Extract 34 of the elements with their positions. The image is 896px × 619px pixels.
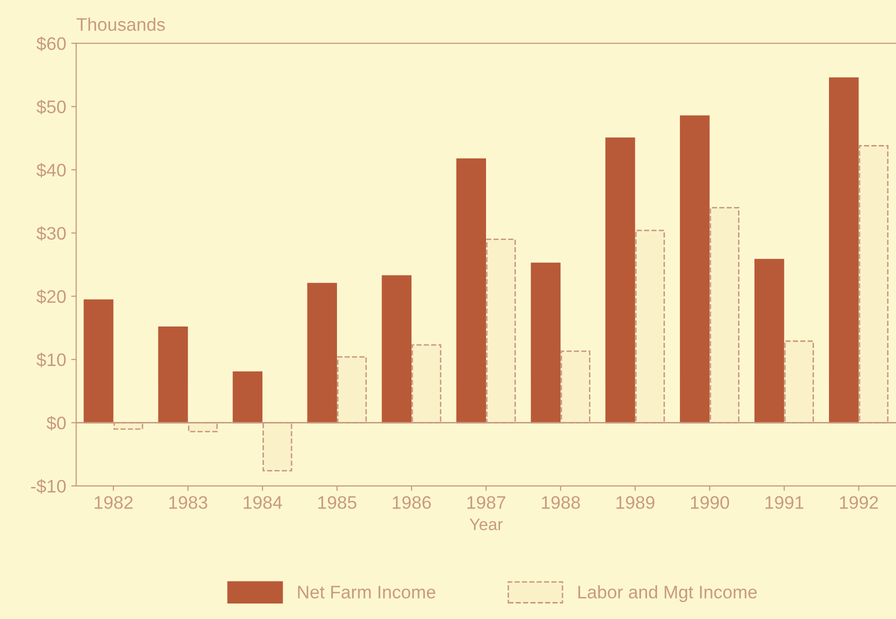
y-tick-label: $30: [36, 226, 66, 241]
bar: [232, 371, 262, 424]
x-tick-label: 1982: [94, 496, 133, 509]
legend-label: Labor and Mgt Income: [578, 585, 757, 602]
x-tick-label: 1991: [766, 496, 804, 509]
y-tick-label: $40: [36, 162, 66, 178]
x-tick-label: 1992: [840, 496, 878, 509]
bar: [530, 262, 561, 424]
bar: [680, 115, 710, 424]
y-tick-label: $60: [36, 36, 66, 52]
bar: [84, 299, 114, 424]
bar: [382, 275, 412, 424]
legend-label: Net Farm Income: [298, 586, 436, 599]
x-tick-label: 1985: [318, 496, 356, 509]
y-tick-label: $50: [36, 100, 66, 114]
x-tick-label: 1989: [616, 496, 654, 509]
bar: [456, 158, 486, 424]
x-tick-label: 1983: [169, 496, 208, 509]
bar: [754, 258, 784, 424]
x-tick-label: 1990: [690, 496, 730, 509]
x-tick-label: 1987: [467, 496, 506, 509]
x-tick-label: 1986: [392, 496, 431, 509]
x-axis-title: Year: [470, 518, 503, 530]
y-tick-label: $20: [36, 289, 66, 304]
x-tick-label: 1984: [244, 496, 282, 509]
y-tick-label: $10: [36, 352, 66, 368]
y-tick-label: -$10: [31, 479, 66, 494]
bar: [307, 282, 337, 424]
bar: [158, 326, 188, 424]
x-tick-label: 1988: [542, 496, 580, 509]
y-axis-title: Thousands: [76, 18, 165, 31]
y-tick-label: $0: [46, 416, 66, 430]
bar: [605, 137, 636, 424]
bar: [828, 77, 859, 424]
